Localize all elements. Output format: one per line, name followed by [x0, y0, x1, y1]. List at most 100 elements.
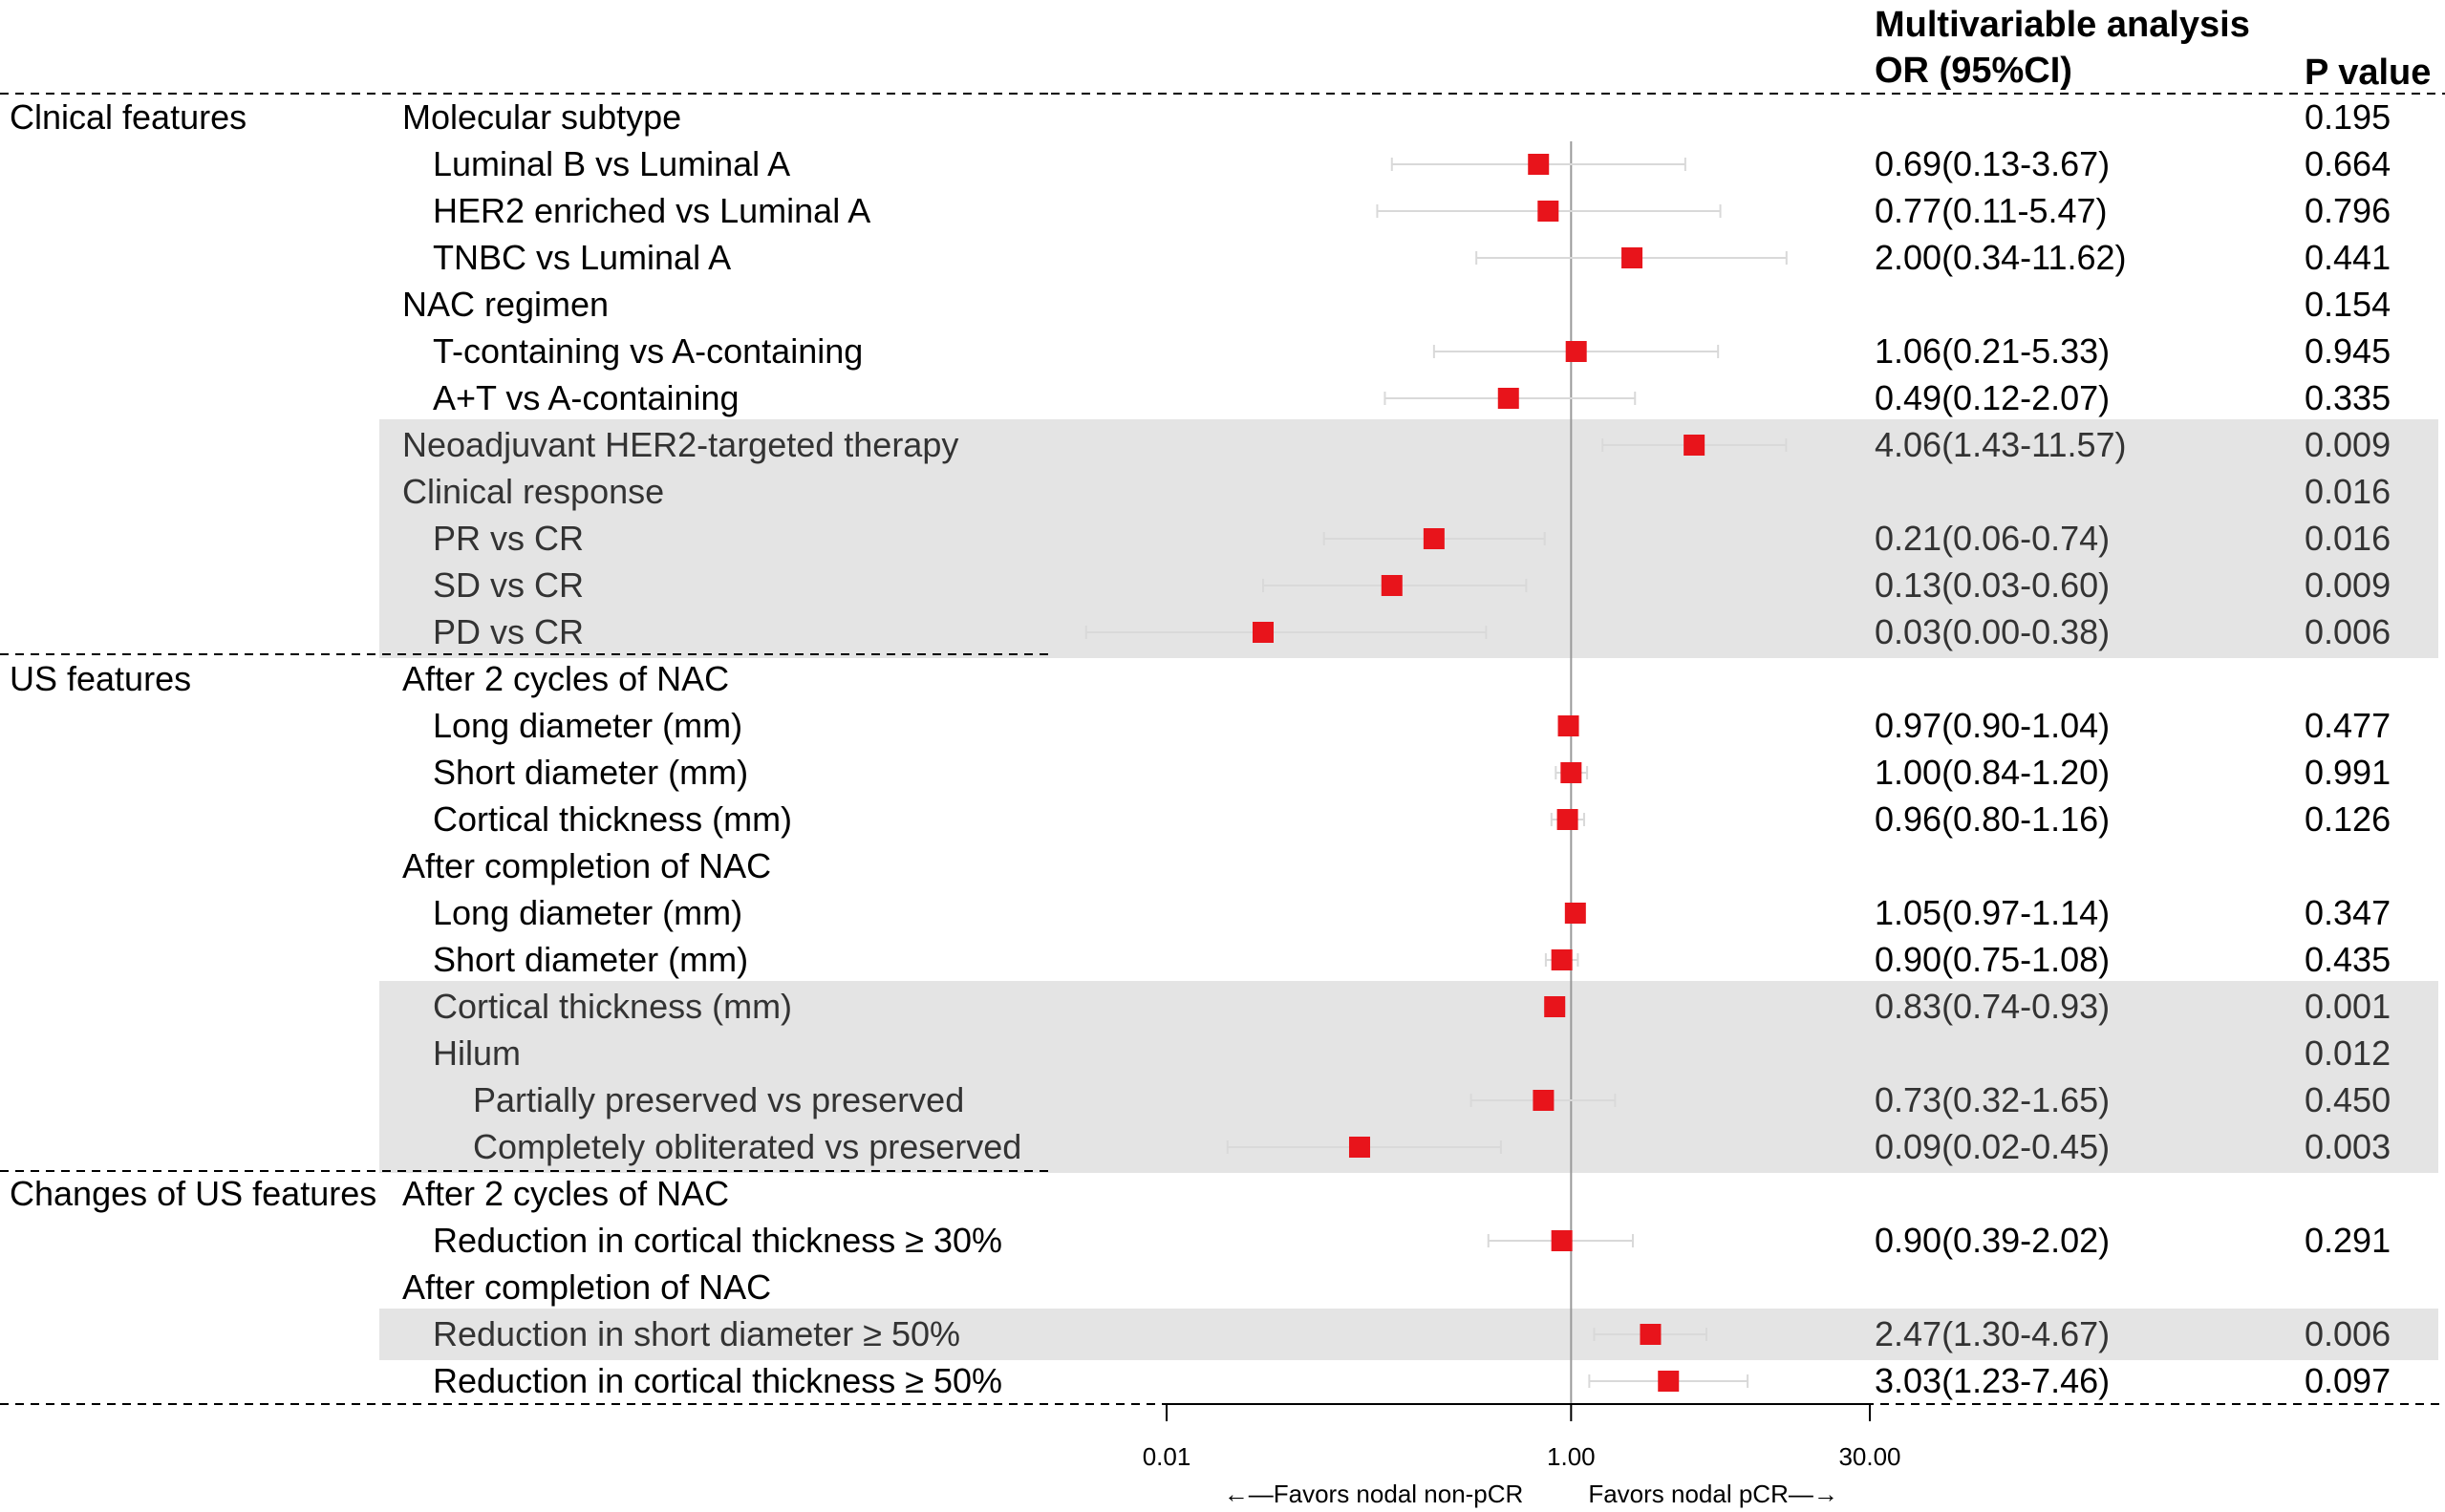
or-ci-value: 1.05(0.97-1.14)	[1875, 893, 2110, 932]
row-label: NAC regimen	[402, 285, 609, 324]
p-value: 0.001	[2305, 987, 2391, 1026]
row-label: Reduction in cortical thickness ≥ 50%	[433, 1361, 1002, 1400]
row-label: TNBC vs Luminal A	[433, 238, 731, 277]
or-marker	[1560, 762, 1582, 783]
row-label: Neoadjuvant HER2-targeted therapy	[402, 425, 958, 464]
row-label: Long diameter (mm)	[433, 706, 742, 745]
row-label: PD vs CR	[433, 612, 584, 651]
or-ci-value: 2.47(1.30-4.67)	[1875, 1314, 2110, 1353]
or-marker	[1423, 528, 1445, 549]
row-label: Short diameter (mm)	[433, 753, 748, 792]
group-label: Changes of US features	[10, 1174, 376, 1213]
p-value: 0.009	[2305, 425, 2391, 464]
or-ci-value: 0.69(0.13-3.67)	[1875, 144, 2110, 183]
row-label: PR vs CR	[433, 519, 584, 558]
p-value: 0.796	[2305, 191, 2391, 230]
row-label: SD vs CR	[433, 565, 584, 605]
row-label: Cortical thickness (mm)	[433, 799, 792, 839]
axis-tick-label: 30.00	[1838, 1442, 1900, 1471]
p-value: 0.006	[2305, 612, 2391, 651]
or-ci-value: 0.90(0.39-2.02)	[1875, 1221, 2110, 1260]
row-label: Molecular subtype	[402, 97, 681, 137]
or-marker	[1640, 1324, 1662, 1345]
or-marker	[1497, 388, 1519, 409]
highlight-band	[379, 981, 2438, 1173]
or-ci-value: 1.00(0.84-1.20)	[1875, 753, 2110, 792]
row-label: Completely obliterated vs preserved	[473, 1127, 1021, 1166]
row-label: After completion of NAC	[402, 1267, 771, 1307]
or-column-header: OR (95%CI)	[1875, 51, 2072, 91]
row-label: Hilum	[433, 1033, 521, 1073]
or-marker	[1658, 1371, 1680, 1392]
or-marker	[1348, 1137, 1370, 1158]
row-label: HER2 enriched vs Luminal A	[433, 191, 870, 230]
or-ci-value: 3.03(1.23-7.46)	[1875, 1361, 2110, 1400]
or-ci-value: 0.03(0.00-0.38)	[1875, 612, 2110, 651]
p-value: 0.126	[2305, 799, 2391, 839]
p-value: 0.991	[2305, 753, 2391, 792]
p-value: 0.347	[2305, 893, 2391, 932]
p-value-column-header: P value	[2305, 53, 2431, 93]
or-marker	[1564, 903, 1586, 924]
p-value: 0.195	[2305, 97, 2391, 137]
or-ci-value: 0.90(0.75-1.08)	[1875, 940, 2110, 979]
or-marker	[1556, 809, 1578, 830]
or-ci-value: 2.00(0.34-11.62)	[1875, 238, 2127, 277]
or-ci-value: 0.97(0.90-1.04)	[1875, 706, 2110, 745]
p-value: 0.477	[2305, 706, 2391, 745]
row-label: After 2 cycles of NAC	[402, 659, 729, 698]
row-label: A+T vs A-containing	[433, 378, 740, 417]
row-label: Short diameter (mm)	[433, 940, 748, 979]
group-label: Clnical features	[10, 97, 247, 137]
or-marker	[1381, 575, 1403, 596]
x-axis: 0.01 1.00 30.00 ←—Favors nodal non-pCR Favor…	[1143, 1403, 1901, 1508]
or-ci-value: 0.73(0.32-1.65)	[1875, 1080, 2110, 1119]
p-value: 0.012	[2305, 1033, 2391, 1073]
p-value: 0.006	[2305, 1314, 2391, 1353]
p-value: 0.009	[2305, 565, 2391, 605]
p-value: 0.016	[2305, 472, 2391, 511]
or-marker	[1533, 1090, 1555, 1111]
group-dividers	[0, 93, 2445, 1405]
or-marker	[1537, 201, 1559, 222]
or-marker	[1684, 435, 1705, 456]
or-ci-value: 0.96(0.80-1.16)	[1875, 799, 2110, 839]
favors-right-label: Favors nodal pCR—→	[1588, 1480, 1838, 1508]
p-value: 0.435	[2305, 940, 2391, 979]
p-value: 0.441	[2305, 238, 2391, 277]
p-value: 0.003	[2305, 1127, 2391, 1166]
row-label: Partially preserved vs preserved	[473, 1080, 964, 1119]
row-label: Reduction in cortical thickness ≥ 30%	[433, 1221, 1002, 1260]
forest-marks	[1084, 154, 1788, 1392]
or-marker	[1551, 949, 1573, 970]
row-label: Luminal B vs Luminal A	[433, 144, 790, 183]
p-value: 0.154	[2305, 285, 2391, 324]
row-label: Cortical thickness (mm)	[433, 987, 792, 1026]
row-label: Clinical response	[402, 472, 664, 511]
or-ci-value: 0.13(0.03-0.60)	[1875, 565, 2110, 605]
row-label: After 2 cycles of NAC	[402, 1174, 729, 1213]
p-value: 0.097	[2305, 1361, 2391, 1400]
or-marker	[1544, 996, 1566, 1017]
row-label: Reduction in short diameter ≥ 50%	[433, 1314, 960, 1353]
or-marker	[1565, 341, 1587, 362]
axis-tick-label: 1.00	[1547, 1442, 1596, 1471]
group-label: US features	[10, 659, 191, 698]
favors-left-label: ←—Favors nodal non-pCR	[1224, 1480, 1524, 1508]
or-ci-value: 0.83(0.74-0.93)	[1875, 987, 2110, 1026]
or-ci-value: 0.49(0.12-2.07)	[1875, 378, 2110, 417]
or-marker	[1252, 622, 1274, 643]
or-ci-value: 0.77(0.11-5.47)	[1875, 191, 2108, 230]
or-ci-value: 4.06(1.43-11.57)	[1875, 425, 2127, 464]
row-texts: Clnical features US features Changes of US…	[10, 97, 2391, 1400]
or-marker	[1621, 247, 1643, 268]
p-value: 0.945	[2305, 331, 2391, 371]
highlight-band	[379, 1309, 2438, 1360]
p-value: 0.664	[2305, 144, 2391, 183]
p-value: 0.335	[2305, 378, 2391, 417]
or-ci-value: 0.09(0.02-0.45)	[1875, 1127, 2110, 1166]
p-value: 0.016	[2305, 519, 2391, 558]
row-label: After completion of NAC	[402, 846, 771, 885]
p-value: 0.450	[2305, 1080, 2391, 1119]
